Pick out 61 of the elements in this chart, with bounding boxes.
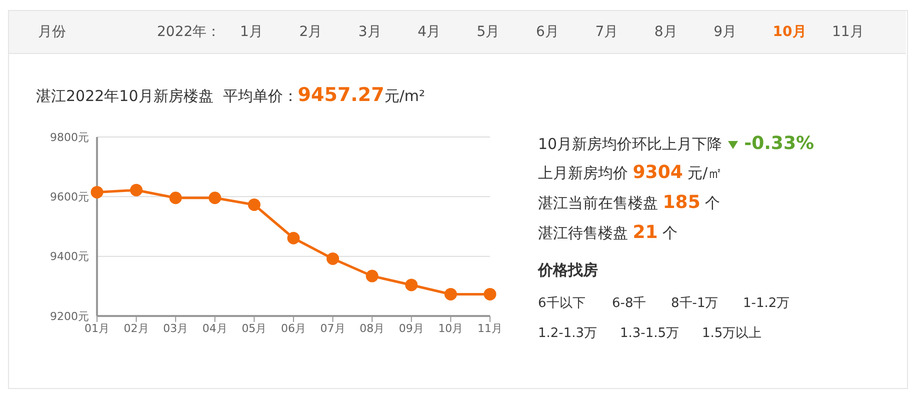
x-tick-label: 02月 <box>124 322 149 335</box>
text: 11月 <box>832 24 864 40</box>
text: 7月 <box>595 24 618 40</box>
x-tick-label: 07月 <box>320 322 346 335</box>
point <box>287 232 300 244</box>
text: 湛江当前在售楼盘 <box>538 194 658 212</box>
point <box>326 252 340 265</box>
text: 1.3-1.5万 <box>620 326 680 341</box>
text: 10月新房均价环比上月下降 <box>538 135 722 153</box>
x-tick-label: 05月 <box>242 322 267 335</box>
text: 价格找房 <box>538 261 598 279</box>
text: 1.5万以上 <box>702 326 762 341</box>
text: 185 <box>662 192 700 213</box>
x-tick-label: 03月 <box>163 322 188 335</box>
text: 21 <box>632 222 658 243</box>
x-tick-label: 06月 <box>281 322 306 335</box>
x-tick-label: 01月 <box>84 322 110 335</box>
y-tick-label: 9200元 <box>50 310 89 323</box>
text: 个 <box>662 224 678 242</box>
y-tick-label: 9400元 <box>50 250 89 264</box>
text: 个 <box>705 194 720 212</box>
text: 上月新房均价 <box>538 164 628 182</box>
text: 6千以下 <box>538 296 586 311</box>
point <box>405 278 418 292</box>
text: 2022年： <box>157 24 221 40</box>
point <box>169 192 182 204</box>
y-tick-label: 9800元 <box>50 130 89 144</box>
x-tick-label: 10月 <box>438 322 464 335</box>
x-tick-label: 08月 <box>360 322 385 335</box>
chart-title: 湛江2022年10月新房楼盘 平均单价： <box>36 87 298 105</box>
text: 3月 <box>358 24 382 40</box>
point <box>248 198 260 211</box>
point <box>444 288 457 300</box>
text: 9457.27 <box>298 84 384 106</box>
text: 5月 <box>476 24 500 40</box>
text: 4月 <box>418 24 441 40</box>
point <box>90 186 104 198</box>
point <box>366 270 378 282</box>
text: 6月 <box>536 24 559 40</box>
text: 元/m² <box>384 87 426 105</box>
point <box>130 184 143 196</box>
text: 10月 <box>772 24 806 40</box>
point <box>484 288 496 300</box>
text: 6-8千 <box>612 296 646 311</box>
y-tick-label: 9600元 <box>50 190 89 204</box>
x-tick-label: 04月 <box>202 322 228 335</box>
text: 元/㎡ <box>688 164 723 182</box>
text: 8月 <box>654 24 678 40</box>
text: 9304 <box>632 162 683 183</box>
text: 湛江待售楼盘 <box>538 224 628 242</box>
text: -0.33% <box>744 133 814 154</box>
text: 1-1.2万 <box>743 296 790 311</box>
text: 月份 <box>38 24 66 40</box>
text: 2月 <box>299 24 322 40</box>
text: 1月 <box>240 24 263 40</box>
text: 8千-1万 <box>671 296 718 311</box>
text: 9月 <box>714 24 737 40</box>
x-tick-label: 11月 <box>478 322 502 335</box>
text: 1.2-1.3万 <box>538 326 598 341</box>
x-tick-label: 09月 <box>398 322 424 335</box>
point <box>208 192 222 204</box>
